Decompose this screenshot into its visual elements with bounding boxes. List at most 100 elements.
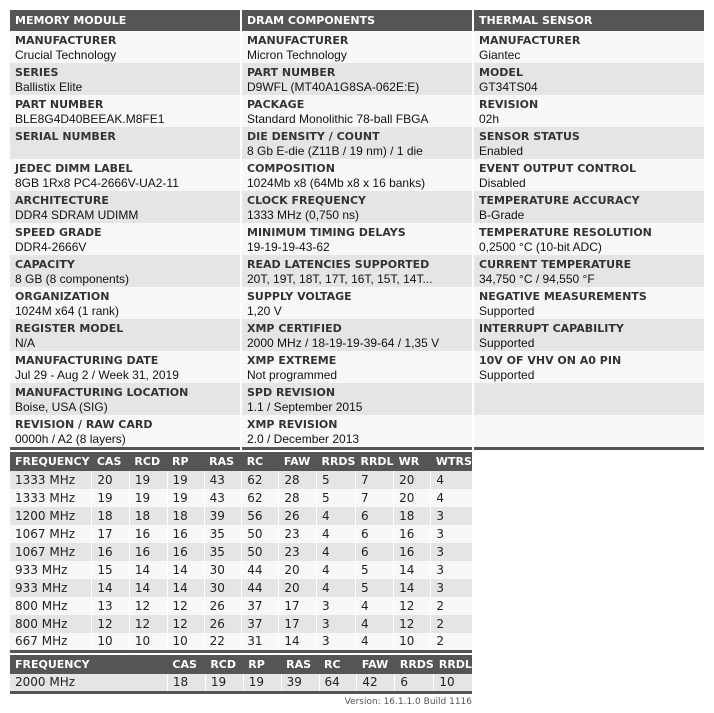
info-label: TEMPERATURE ACCURACY <box>479 194 640 207</box>
table-cell: 3 <box>315 615 356 633</box>
info-value: N/A <box>15 336 36 350</box>
info-value: BLE8G4D40BEEAK.M8FE1 <box>15 112 165 126</box>
info-label: PART NUMBER <box>15 98 104 111</box>
table-cell: 10 <box>393 633 431 651</box>
table-cell: 43 <box>203 471 242 489</box>
jedec-timing-table: FREQUENCY CAS RCD RP RAS RC FAW RRDS RRDL WR WTRS 1… <box>10 452 472 653</box>
table-cell: 4 <box>430 471 472 489</box>
info-value: Supported <box>479 336 535 350</box>
table-cell: 19 <box>204 674 244 692</box>
info-row: CURRENT TEMPERATURE 34,750 °C / 94,550 °F <box>474 255 704 287</box>
info-label: MODEL <box>479 66 523 79</box>
info-label <box>479 418 704 432</box>
info-row: 10V OF VHV ON A0 PIN Supported <box>474 351 704 383</box>
table-cell: 20 <box>91 471 130 489</box>
table-cell: 1333 MHz <box>15 491 76 505</box>
table-cell: 64 <box>318 674 357 692</box>
info-value: 8 Gb E-die (Z11B / 19 nm) / 1 die <box>247 144 423 158</box>
table-cell: 62 <box>241 471 279 489</box>
column-header: RC <box>241 452 279 471</box>
column-header: RP <box>243 655 282 674</box>
info-value: Crucial Technology <box>15 48 117 62</box>
column-header: RRDS <box>316 452 356 471</box>
xmp-timing-table: FREQUENCY CAS RCD RP RAS RC FAW RRDS RRDL 2000 MH… <box>10 655 472 694</box>
table-cell: 10 <box>128 633 168 651</box>
info-value: Ballistix Elite <box>15 80 83 94</box>
info-value: 8 GB (8 components) <box>15 272 130 286</box>
info-value: D9WFL (MT40A1G8SA-062E:E) <box>247 80 420 94</box>
info-value: Boise, USA (SIG) <box>15 400 108 414</box>
info-label: REVISION / RAW CARD <box>15 418 153 431</box>
table-cell: 50 <box>241 543 279 561</box>
info-label: COMPOSITION <box>247 162 335 175</box>
info-row: MANUFACTURER Crucial Technology <box>10 31 240 63</box>
info-value: 19-19-19-43-62 <box>247 240 330 254</box>
info-label: SPD REVISION <box>247 386 336 399</box>
info-value: Giantec <box>479 48 521 62</box>
table-cell: 3 <box>430 525 472 543</box>
info-label <box>479 386 704 400</box>
table-cell: 6 <box>354 543 394 561</box>
info-label: DIE DENSITY / COUNT <box>247 130 380 143</box>
column-header: RCD <box>205 655 244 674</box>
table-cell: 18 <box>128 507 168 525</box>
info-row: ORGANIZATION 1024M x64 (1 rank) <box>10 287 240 319</box>
table-cell: 4 <box>354 615 394 633</box>
table-cell: 42 <box>356 674 395 692</box>
table-cell: 6 <box>394 674 434 692</box>
table-cell: 50 <box>241 525 279 543</box>
panel-bottom-border <box>474 447 704 450</box>
table-row: 933 MHz 15 14 14 30 44 20 4 5 14 3 <box>10 561 472 579</box>
table-cell: 4 <box>430 489 472 507</box>
info-label: TEMPERATURE RESOLUTION <box>479 226 652 239</box>
table-cell: 16 <box>166 525 205 543</box>
info-value: Standard Monolithic 78-ball FBGA <box>247 112 429 126</box>
table-cell: 3 <box>430 507 472 525</box>
memory-module-panel: MEMORY MODULE MANUFACTURER Crucial Technol… <box>10 10 240 450</box>
table-cell: 7 <box>354 471 394 489</box>
table-cell: 12 <box>393 597 431 615</box>
info-row: XMP CERTIFIED 2000 MHz / 18-19-19-39-64 /… <box>242 319 472 351</box>
table-cell: 2000 MHz <box>15 675 76 690</box>
table-cell: 15 <box>91 561 130 579</box>
info-label: MANUFACTURING DATE <box>15 354 159 367</box>
table-cell: 20 <box>393 471 431 489</box>
column-header: FAW <box>356 655 395 674</box>
column-header: RAS <box>204 452 242 471</box>
table-cell: 14 <box>128 579 168 597</box>
table-row: 1200 MHz 18 18 18 39 56 26 4 6 18 3 <box>10 507 472 525</box>
table-cell: 12 <box>128 597 168 615</box>
table-cell: 19 <box>242 674 282 692</box>
table-cell: 30 <box>203 561 242 579</box>
info-label: REGISTER MODEL <box>15 322 124 335</box>
column-header: RP <box>167 452 205 471</box>
table-cell: 667 MHz <box>15 634 68 649</box>
table-row: 933 MHz 14 14 14 30 44 20 4 5 14 3 <box>10 579 472 597</box>
table-cell: 4 <box>315 579 356 597</box>
table-cell: 800 MHz <box>15 617 68 631</box>
table-cell: 4 <box>315 543 356 561</box>
table-cell: 10 <box>166 633 205 651</box>
table-cell: 19 <box>128 471 168 489</box>
table-cell: 62 <box>241 489 279 507</box>
info-row: PART NUMBER BLE8G4D40BEEAK.M8FE1 <box>10 95 240 127</box>
info-row <box>474 383 704 415</box>
info-label: ORGANIZATION <box>15 290 110 303</box>
column-header: FREQUENCY <box>10 655 168 674</box>
info-row: REGISTER MODEL N/A <box>10 319 240 351</box>
info-label: PACKAGE <box>247 98 305 111</box>
info-value: DDR4-2666V <box>15 240 87 254</box>
info-row: ARCHITECTURE DDR4 SDRAM UDIMM <box>10 191 240 223</box>
info-row: MANUFACTURING LOCATION Boise, USA (SIG) <box>10 383 240 415</box>
info-label: SERIAL NUMBER <box>15 130 116 143</box>
table-cell: 14 <box>166 579 205 597</box>
info-row: PART NUMBER D9WFL (MT40A1G8SA-062E:E) <box>242 63 472 95</box>
column-header: RCD <box>129 452 168 471</box>
column-header: FREQUENCY <box>10 452 92 471</box>
table-cell: 7 <box>354 489 394 507</box>
version-label: Version: 16.1.1.0 Build 1116 <box>344 697 472 707</box>
thermal-sensor-panel: THERMAL SENSOR MANUFACTURER Giantec MODEL GT… <box>474 10 704 450</box>
table-cell: 23 <box>278 525 317 543</box>
table-cell: 13 <box>91 597 130 615</box>
column-header: RRDS <box>394 655 434 674</box>
